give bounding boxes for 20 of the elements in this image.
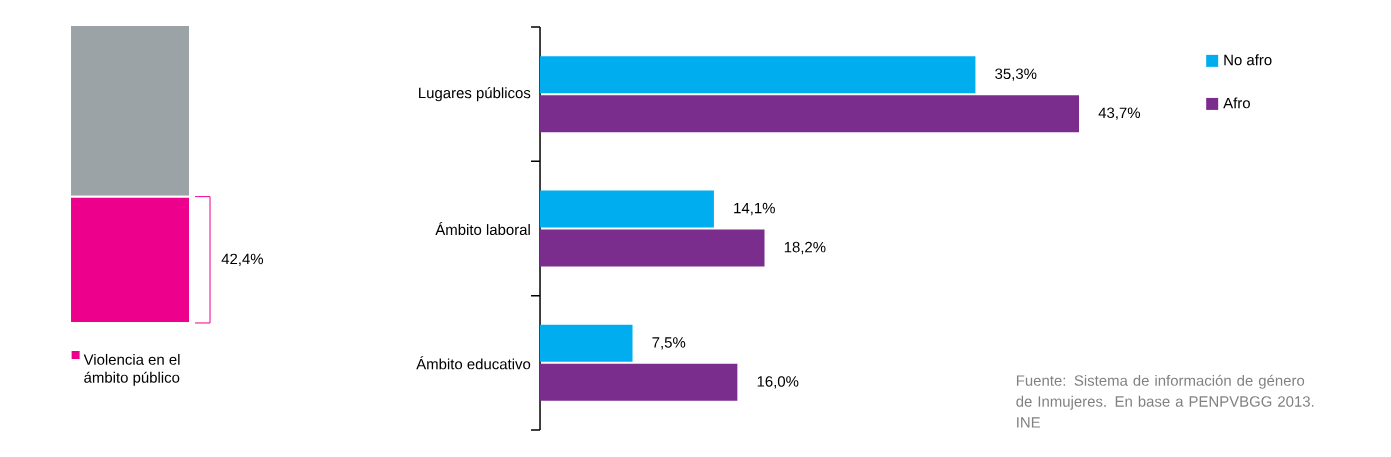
bar bbox=[540, 56, 976, 94]
bar bbox=[540, 324, 633, 362]
y-tick-label: Ámbito educativo bbox=[416, 356, 531, 370]
bar bbox=[540, 190, 714, 228]
bar bbox=[540, 363, 738, 401]
data-label: 14,1% bbox=[734, 202, 775, 216]
data-label: 16,0% bbox=[757, 376, 799, 389]
y-tick-label: Ámbito laboral bbox=[435, 221, 530, 236]
legend-label: No afro bbox=[1224, 54, 1272, 66]
text: 42,4% bbox=[221, 253, 264, 266]
data-label: 18,2% bbox=[784, 241, 826, 255]
y-tick-label: Lugares públicos bbox=[419, 87, 531, 102]
bar bbox=[540, 229, 765, 267]
data-label: 43,7% bbox=[1098, 107, 1141, 120]
data-label: 35,3% bbox=[995, 68, 1037, 81]
data-label: 7,5% bbox=[652, 337, 686, 350]
bar bbox=[540, 95, 1080, 133]
legend-label: Afro bbox=[1223, 97, 1250, 109]
annotation: Fuente: Sistema de información de género de Inmujeres. En base a PENPVBGG 2013. INE bbox=[1016, 374, 1314, 428]
legend-label: Violencia en el ámbito público bbox=[83, 353, 180, 386]
